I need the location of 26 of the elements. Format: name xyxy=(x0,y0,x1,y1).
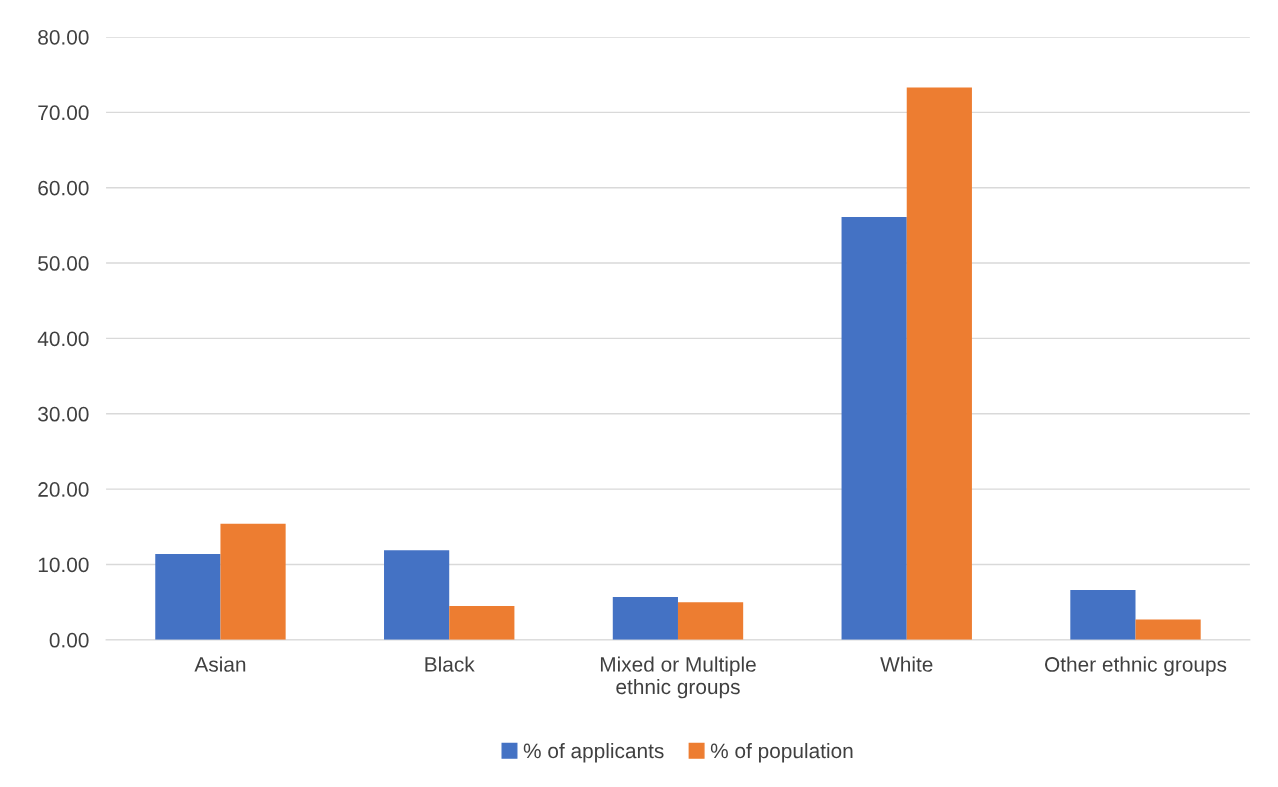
x-tick-label: Black xyxy=(425,656,475,672)
bar xyxy=(155,553,221,640)
y-tick-label: 20.00 xyxy=(38,482,89,497)
y-tick-label: 0.00 xyxy=(49,632,89,648)
x-tick-label: White xyxy=(880,656,933,672)
bar xyxy=(1135,619,1201,640)
bar xyxy=(1070,590,1136,640)
x-tick-label: Other ethnic groups xyxy=(1045,656,1227,676)
bar xyxy=(906,87,972,640)
y-tick-label: 70.00 xyxy=(38,105,89,121)
y-tick-label: 50.00 xyxy=(38,256,89,271)
y-tick-label: 10.00 xyxy=(38,557,89,573)
x-tick-label: Asian xyxy=(194,656,246,672)
y-tick-label: 80.00 xyxy=(38,29,89,45)
x-tick-label: Mixed or Multiple ethnic groups xyxy=(600,656,756,699)
y-tick-label: 40.00 xyxy=(37,331,89,347)
y-tick-label: 60.00 xyxy=(38,180,89,196)
y-tick-label: 30.00 xyxy=(38,406,89,422)
legend-label: % of population xyxy=(710,742,853,763)
legend-label: % of applicants xyxy=(523,742,664,763)
bar xyxy=(677,602,744,640)
bar xyxy=(612,596,678,640)
bar xyxy=(220,523,286,640)
bar xyxy=(841,217,907,640)
bar xyxy=(384,550,450,640)
bar xyxy=(449,605,515,640)
